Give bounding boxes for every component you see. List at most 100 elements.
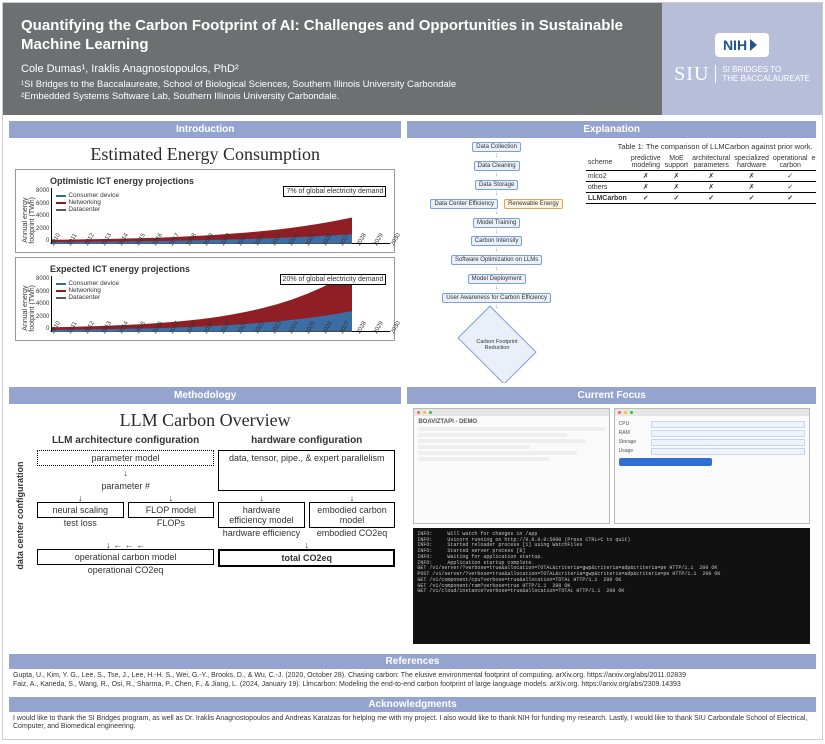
table-caption: Table 1: The comparison of LLMCarbon aga… (586, 142, 816, 151)
flow-node: Data Center Efficiency (430, 199, 498, 209)
chart-plot: Consumer deviceNetworkingDatacenter 7% o… (51, 188, 390, 244)
arrow-icon: ↓ (37, 495, 124, 502)
arrow-down-icon: ↓ (495, 286, 499, 291)
poster-title: Quantifying the Carbon Footprint of AI: … (21, 17, 644, 55)
explain-header: Explanation (407, 121, 816, 138)
table-header-cell: embodied carbon (810, 154, 816, 171)
datacenter-vlabel: data center configuration (15, 435, 33, 596)
submit-button (619, 458, 712, 466)
area-chart: Expected ICT energy projections Annual e… (15, 257, 395, 341)
siu-line1: SI BRIDGES TO (722, 65, 809, 74)
intro-title: Estimated Energy Consumption (15, 144, 395, 165)
table-cell: mlco2 (586, 171, 629, 182)
explain-wrap: Data Collection↓Data Cleaning↓Data Stora… (413, 142, 810, 379)
arrow-icon: ↓ ← ← ← (37, 542, 214, 549)
form-label: RAM (619, 430, 647, 436)
affiliation-1: ¹SI Bridges to the Baccalaureate, School… (21, 79, 644, 92)
nih-logo: NIH (715, 33, 769, 57)
node-op-co2: operational CO2eq (37, 565, 214, 575)
chart-title: Optimistic ICT energy projections (20, 176, 390, 186)
table-header-cell: MoE support (663, 154, 690, 171)
arrow-down-icon: ↓ (495, 173, 499, 178)
section-methodology: Methodology LLM Carbon Overview data cen… (9, 387, 401, 649)
table-header-cell: architectural parameters (690, 154, 732, 171)
header-logos: NIH SIU SI BRIDGES TO THE BACCALAUREATE (662, 3, 822, 115)
table-row: others✗✗✗✗✓✗ (586, 182, 816, 193)
ack-body: I would like to thank the SI Bridges pro… (9, 712, 816, 736)
node-op-model: operational carbon model (37, 549, 214, 565)
affiliation-2: ²Embedded Systems Software Lab, Southern… (21, 91, 644, 104)
area-chart: Optimistic ICT energy projections Annual… (15, 169, 395, 253)
comparison-table: schemepredictive modelingMoE supportarch… (586, 154, 816, 204)
chart-title: Expected ICT energy projections (20, 264, 390, 274)
x-axis-ticks: 2010201120122013201420152016201720182019… (20, 244, 390, 250)
node-flop-model: FLOP model (128, 502, 215, 518)
arrow-down-icon: ↓ (495, 267, 499, 272)
flow-node: Model Training (473, 218, 520, 228)
explain-flowchart: Data Collection↓Data Cleaning↓Data Stora… (413, 142, 580, 379)
chart-callout: 7% of global electricity demand (283, 186, 386, 197)
table-cell: ✗ (732, 182, 771, 193)
chart-legend: Consumer deviceNetworkingDatacenter (56, 280, 119, 301)
siu-line2: THE BACCALAUREATE (722, 74, 809, 83)
poster-body: Introduction Estimated Energy Consumptio… (3, 115, 822, 654)
node-total: total CO2eq (218, 549, 395, 567)
y-axis-ticks: 80006000400020000 (36, 276, 51, 332)
node-hw-eff-model: hardware efficiency model (218, 502, 305, 528)
node-flops: FLOPs (128, 518, 215, 528)
chevron-right-icon (749, 38, 761, 52)
section-explanation: Explanation Data Collection↓Data Cleanin… (407, 121, 816, 383)
table-cell: others (586, 182, 629, 193)
form-row: CPU (619, 421, 805, 428)
arrow-down-icon: ↓ (495, 192, 499, 197)
siu-mark: SIU (674, 63, 709, 86)
node-parallelism: data, tensor, pipe., & expert parallelis… (218, 450, 395, 491)
table-cell: LLMCarbon (586, 193, 629, 204)
screenshot-browser-2: CPU RAM Storage Usage (614, 408, 810, 524)
arrow-down-icon: ↓ (495, 230, 499, 235)
chart-callout: 20% of global electricity demand (280, 274, 387, 285)
y-axis-label: Annual energyfootprint (TWh) (20, 197, 36, 244)
maximize-icon (429, 411, 432, 414)
node-param-num: parameter # (37, 481, 214, 491)
section-references: References Gupta, U., Kim, Y. G., Lee, S… (3, 654, 822, 697)
intro-header: Introduction (9, 121, 401, 138)
method-title: LLM Carbon Overview (15, 410, 395, 431)
siu-logo: SIU SI BRIDGES TO THE BACCALAUREATE (674, 63, 810, 86)
poster-root: Quantifying the Carbon Footprint of AI: … (2, 2, 823, 740)
method-header: Methodology (9, 387, 401, 404)
table-header-cell: operational carbon (771, 154, 810, 171)
section-acknowledgments: Acknowledgments I would like to thank th… (3, 697, 822, 740)
flow-node: Software Optimization on LLMs (451, 255, 542, 265)
arrow-icon: ↓ (218, 542, 395, 549)
node-hw-eff: hardware efficiency (218, 528, 305, 538)
form-label: Usage (619, 448, 647, 454)
y-axis-label: Annual energyfootprint (TWh) (20, 285, 36, 332)
table-cell: ✗ (690, 171, 732, 182)
focus-body: BOAVIZTAPI - DEMO (407, 404, 816, 649)
flow-node-side: Renewable Energy (504, 199, 563, 209)
flow-node: Data Storage (475, 180, 518, 190)
references-body: Gupta, U., Kim, Y. G., Lee, S., Tse, J.,… (9, 669, 816, 693)
table-row: LLMCarbon✓✓✓✓✓✓ (586, 193, 816, 204)
method-body: LLM Carbon Overview data center configur… (9, 404, 401, 649)
flow-node: Data Cleaning (474, 161, 520, 171)
flow-node: User Awareness for Carbon Efficiency (442, 293, 551, 303)
arrow-down-icon: ↓ (495, 211, 499, 216)
browser-content-2: CPU RAM Storage Usage (615, 416, 809, 523)
table-cell: ✓ (771, 193, 810, 204)
col1-head: LLM architecture configuration (37, 435, 214, 446)
x-axis-ticks: 2010201120122013201420152016201720182019… (20, 332, 390, 338)
form-row: Usage (619, 448, 805, 455)
table-cell: ✗ (629, 171, 663, 182)
table-cell: ✗ (732, 171, 771, 182)
arrow-down-icon: ↓ (495, 154, 499, 159)
node-emb-co2: embodied CO2eq (309, 528, 396, 538)
maximize-icon (630, 411, 633, 414)
header-text-block: Quantifying the Carbon Footprint of AI: … (3, 3, 662, 115)
table-header-cell: scheme (586, 154, 629, 171)
poster-authors: Cole Dumas¹, Iraklis Anagnostopoulos, Ph… (21, 63, 644, 75)
browser-titlebar (615, 409, 809, 416)
table-header-cell: specialized hardware (732, 154, 771, 171)
form-field (651, 421, 805, 428)
